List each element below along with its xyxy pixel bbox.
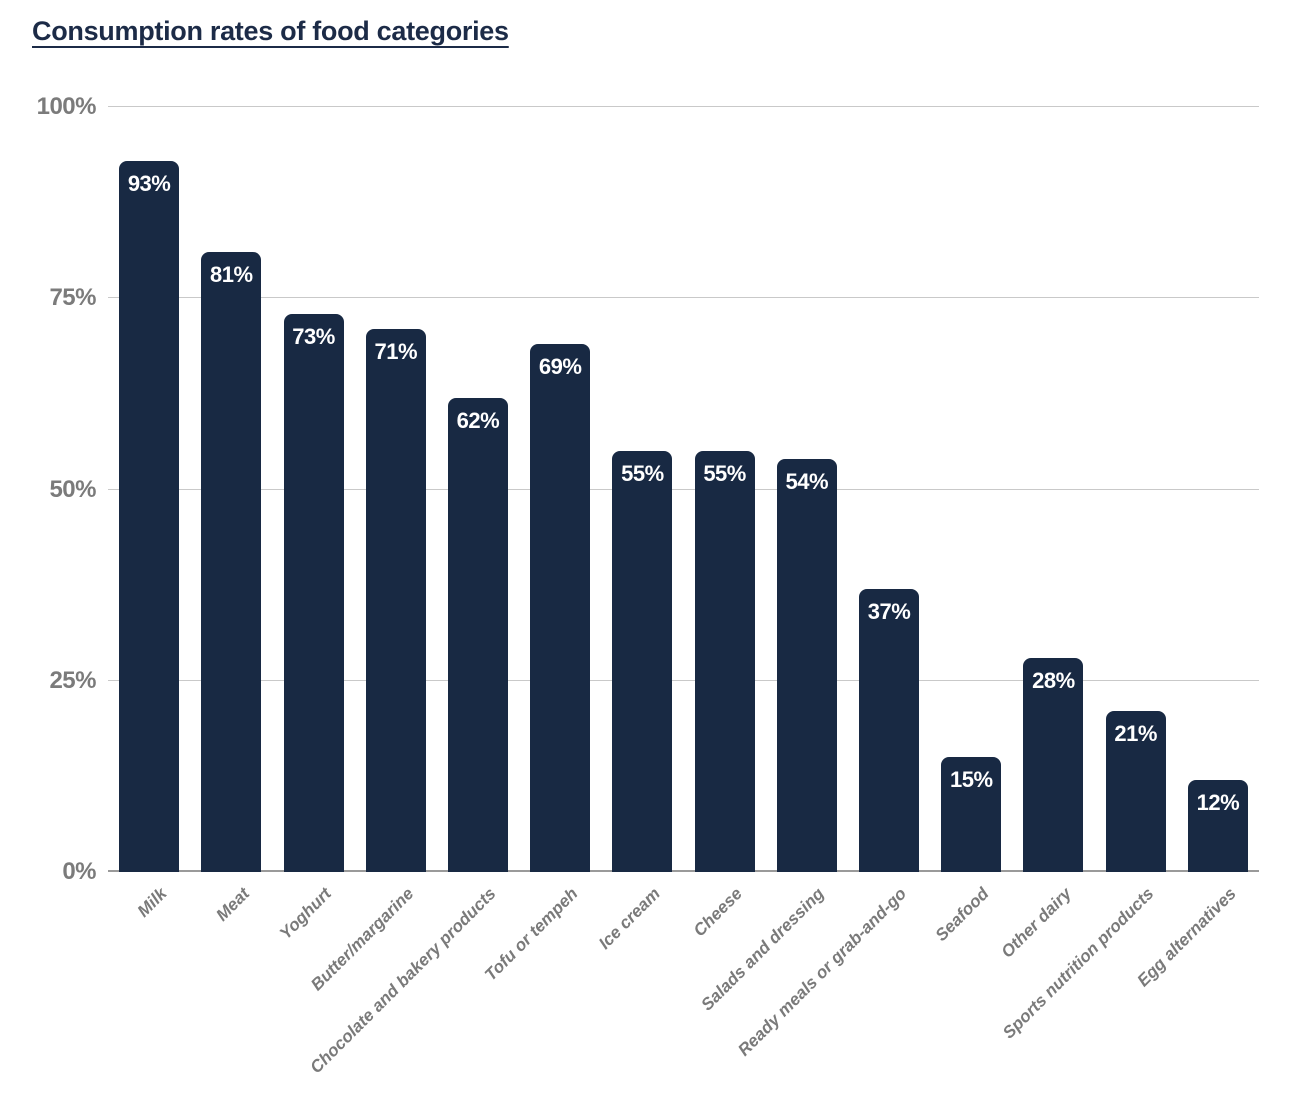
bar: 81% (201, 252, 262, 872)
x-axis-labels: Milk Meat Yoghurt Butter/margarine Chocolate… (108, 874, 1259, 1120)
chart-title: Consumption rates of food categories (32, 16, 509, 46)
y-axis: 0% 25% 50% 75% 100% (0, 93, 97, 885)
bar-value-label: 93% (127, 170, 171, 196)
y-tick-label: 0% (62, 858, 96, 885)
bar: 62% (447, 397, 508, 872)
bar: 73% (283, 313, 344, 872)
y-tick-label: 75% (49, 284, 96, 312)
bar: 71% (365, 328, 426, 872)
gridline-75 (108, 297, 1259, 299)
bar: 55% (694, 451, 755, 872)
bar: 93% (119, 160, 180, 872)
bar-value-label: 55% (703, 461, 746, 487)
bar-value-label: 81% (210, 262, 253, 288)
x-category-label: Ice cream (594, 884, 664, 953)
bar-value-label: 71% (374, 338, 418, 364)
y-tick-label: 50% (49, 475, 96, 503)
x-category-label: Cheese (689, 884, 747, 941)
bar: 12% (1187, 780, 1248, 872)
gridline-50 (108, 488, 1259, 490)
bar: 69% (530, 344, 591, 872)
bar-value-label: 55% (621, 461, 664, 487)
bar-value-label: 28% (1032, 667, 1075, 693)
bar-value-label: 12% (1196, 790, 1240, 816)
bar-value-label: 15% (949, 767, 993, 793)
x-category-label: Ready meals or grab-and-go (734, 884, 911, 1060)
x-category-label: Sports nutrition products (998, 884, 1158, 1043)
bar: 37% (859, 588, 920, 872)
bar: 28% (1023, 657, 1084, 872)
bar-value-label: 73% (292, 323, 335, 349)
x-category-label: Meat (211, 884, 253, 925)
bar-value-label: 37% (867, 598, 911, 624)
y-tick-label: 100% (36, 93, 97, 120)
gridline-0 (108, 870, 1259, 872)
x-category-label: Milk (133, 884, 171, 921)
bar-value-label: 54% (785, 468, 829, 494)
bar: 15% (941, 757, 1002, 872)
bar: 54% (776, 458, 837, 872)
x-category-label: Yoghurt (275, 884, 335, 944)
bar: 55% (612, 451, 673, 872)
x-category-label: Seafood (931, 884, 993, 945)
bar-value-label: 62% (456, 407, 500, 433)
bar-value-label: 21% (1114, 721, 1157, 747)
y-tick-label: 25% (49, 666, 96, 694)
gridline-100 (108, 106, 1259, 107)
bar: 21% (1105, 711, 1166, 872)
gridline-25 (108, 679, 1259, 681)
bar-value-label: 69% (538, 354, 582, 380)
plot-area: 93% 81% 73% 71% 62% 69% 55% 55% 54% 37% 15% 28% 21% 1… (108, 106, 1259, 872)
x-category-label: Other dairy (997, 884, 1075, 962)
